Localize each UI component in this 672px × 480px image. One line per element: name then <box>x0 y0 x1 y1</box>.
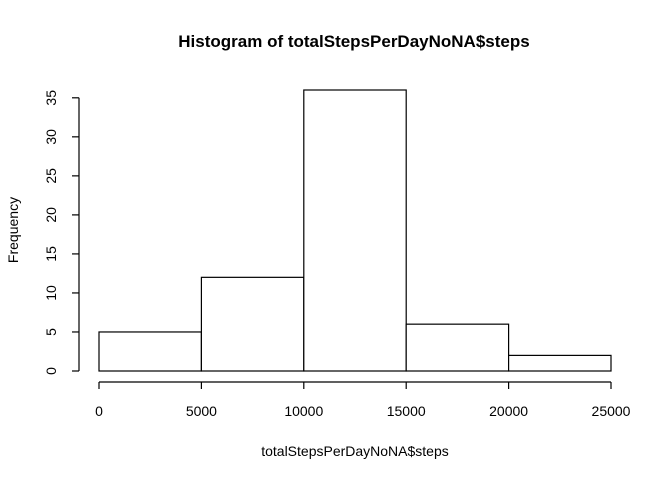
bars-group <box>98 89 612 372</box>
y-tick-label: 5 <box>43 328 59 336</box>
histogram-bar <box>508 354 612 372</box>
y-tick-label: 25 <box>43 168 59 184</box>
y-tick-label: 30 <box>43 129 59 145</box>
y-tick-label: 0 <box>43 367 59 375</box>
x-axis: 0 5000 10000 15000 20000 25000 <box>95 381 631 419</box>
histogram-bar <box>303 89 407 372</box>
histogram-bar <box>98 331 203 372</box>
y-tick-label: 35 <box>43 90 59 106</box>
chart-title: Histogram of totalStepsPerDayNoNA$steps <box>178 32 529 51</box>
x-tick-label: 0 <box>95 403 103 419</box>
x-tick-label: 25000 <box>592 403 631 419</box>
x-tick-label: 15000 <box>387 403 426 419</box>
x-tick-label: 10000 <box>284 403 323 419</box>
y-tick-label: 10 <box>43 285 59 301</box>
x-axis-label: totalStepsPerDayNoNA$steps <box>261 443 449 459</box>
x-tick-label: 20000 <box>489 403 528 419</box>
histogram-bar <box>200 276 305 372</box>
histogram-bar <box>405 323 510 372</box>
y-axis: 0 5 10 15 20 25 30 35 <box>43 90 80 375</box>
y-tick-label: 20 <box>43 207 59 223</box>
y-tick-label: 15 <box>43 246 59 262</box>
y-axis-label: Frequency <box>5 197 21 263</box>
x-tick-label: 5000 <box>186 403 217 419</box>
